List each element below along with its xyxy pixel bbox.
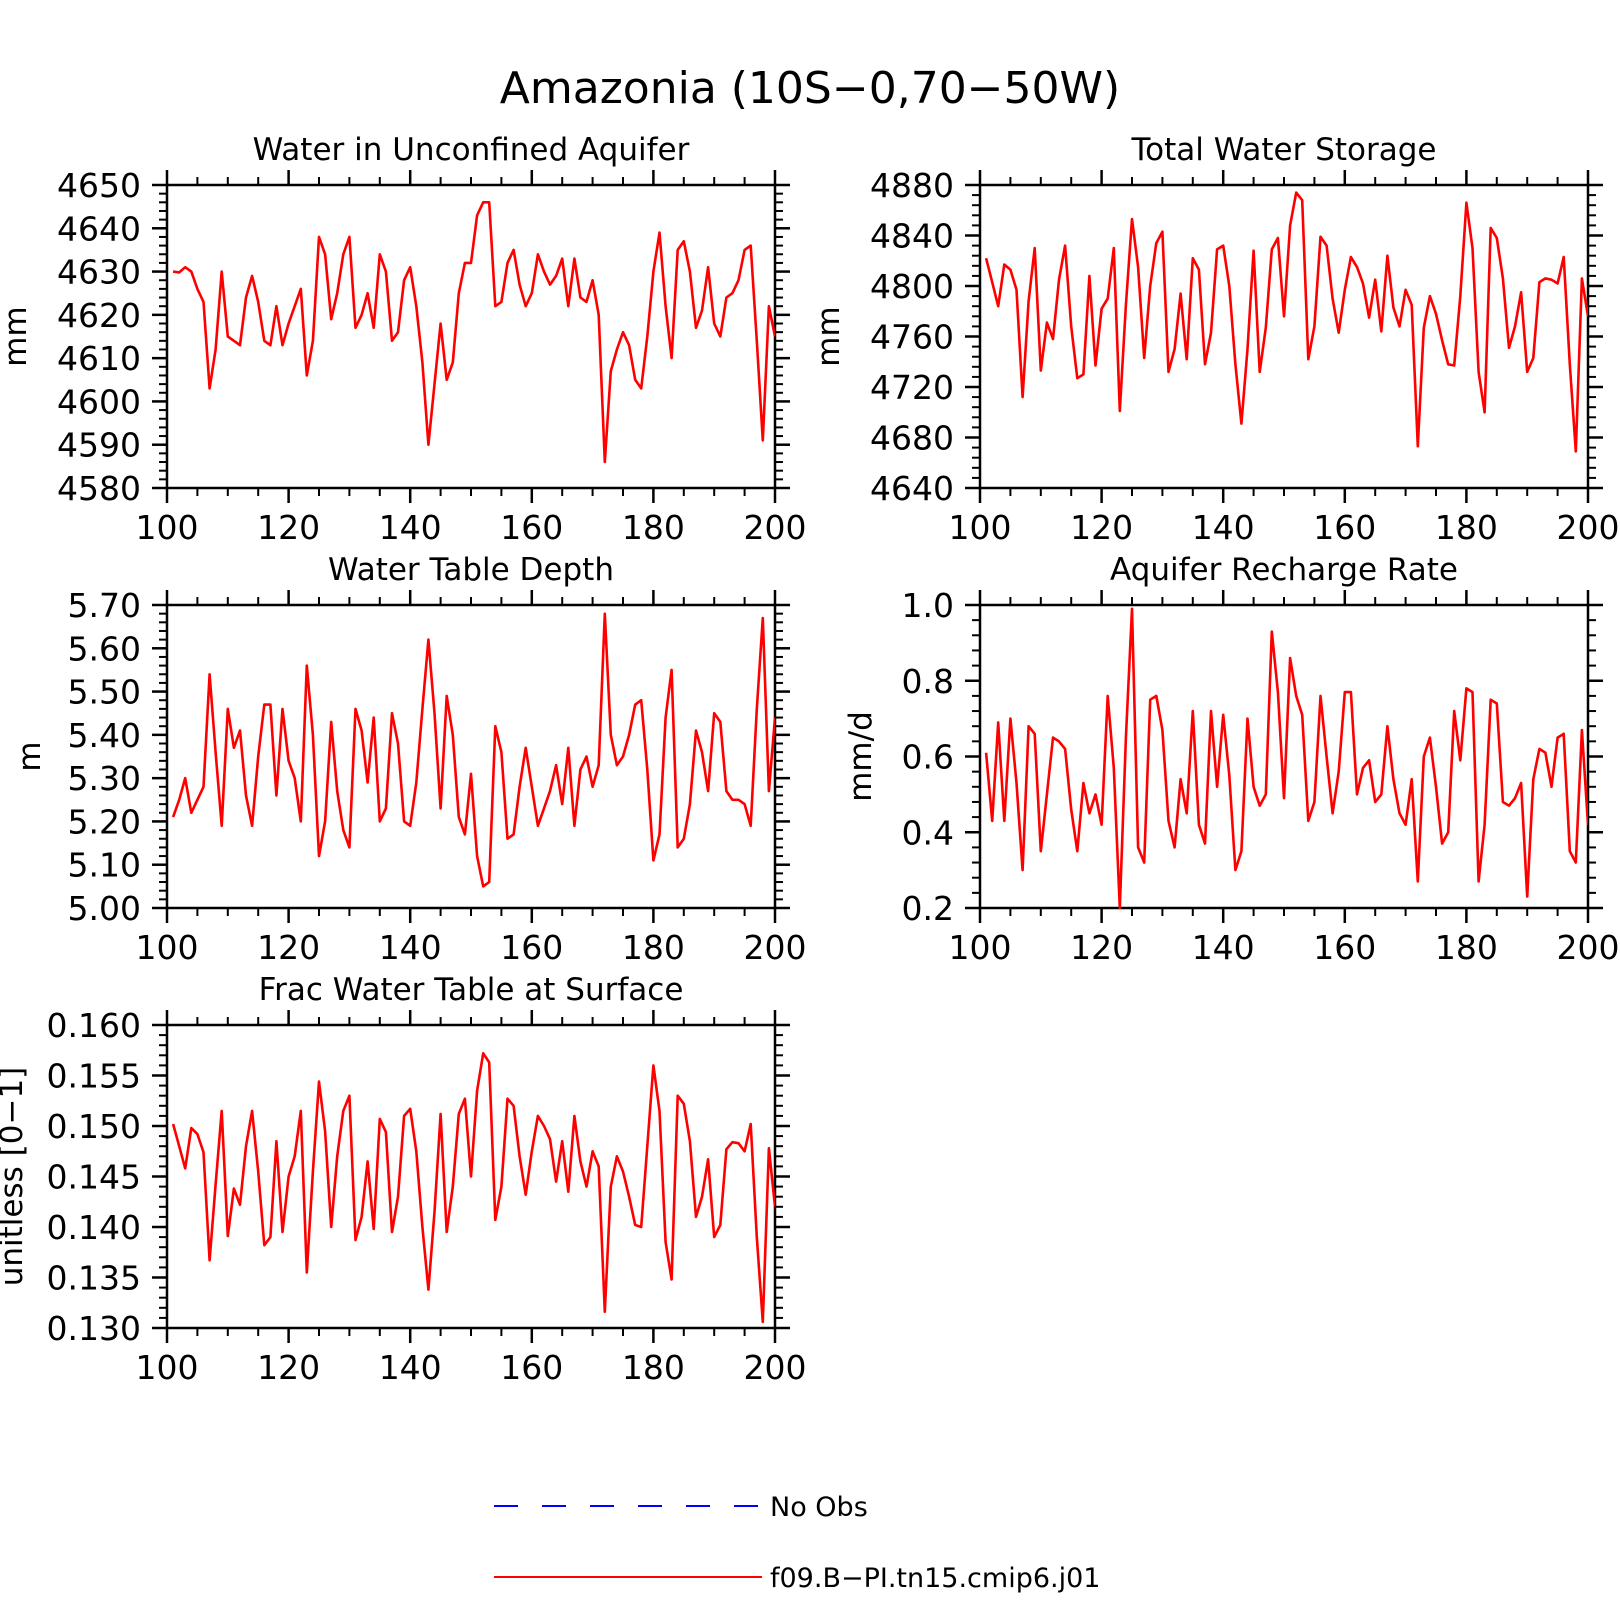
panel-water-in-unconfined-aquifer: 100 120 140 160 180 200 4580 4590 4600 4610 4620 46…: [0, 132, 807, 547]
y-tick-label: 0.135: [47, 1259, 141, 1298]
y-tick-label: 4630: [57, 253, 141, 292]
y-tick-label: 0.2: [902, 889, 954, 928]
y-axis-label: m: [12, 741, 48, 771]
x-tick-label: 120: [1070, 508, 1133, 547]
x-tick-label: 140: [1192, 928, 1255, 967]
y-tick-label: 0.130: [47, 1309, 141, 1348]
x-tick-label: 200: [744, 508, 807, 547]
series-line-f09-b-pi-tn15-cmip6-j01: [984, 191, 1588, 453]
x-tick-label: 140: [379, 508, 442, 547]
y-tick-label: 5.00: [68, 889, 141, 928]
panel-title: Aquifer Recharge Rate: [1110, 552, 1458, 588]
y-tick-label: 4800: [870, 267, 954, 306]
y-tick-label: 4720: [870, 368, 954, 407]
x-tick-label: 180: [622, 1348, 685, 1387]
x-tick-label: 200: [744, 1348, 807, 1387]
x-tick-label: 120: [257, 1348, 320, 1387]
y-tick-label: 4680: [870, 419, 954, 458]
panel-title: Total Water Storage: [1130, 132, 1436, 168]
x-tick-label: 140: [379, 928, 442, 967]
panel-title: Water Table Depth: [328, 552, 614, 588]
y-tick-label: 5.60: [68, 629, 141, 668]
y-tick-label: 0.145: [47, 1158, 141, 1197]
x-tick-label: 160: [500, 928, 563, 967]
x-tick-label: 120: [257, 928, 320, 967]
y-tick-label: 4840: [870, 217, 954, 256]
x-tick-label: 180: [1435, 928, 1498, 967]
series-line-f09-b-pi-tn15-cmip6-j01: [172, 201, 775, 464]
panel-water-table-depth: 100 120 140 160 180 200 5.00 5.10 5.20 5.30 5.40 5.…: [12, 552, 807, 967]
series-line-f09-b-pi-tn15-cmip6-j01: [171, 612, 775, 888]
y-tick-label: 1.0: [902, 586, 954, 625]
legend-label-model: f09.B−PI.tn15.cmip6.j01: [770, 1563, 1100, 1594]
y-tick-label: 5.10: [68, 846, 141, 885]
x-tick-label: 100: [136, 1348, 199, 1387]
x-tick-label: 100: [136, 508, 199, 547]
x-tick-label: 180: [622, 508, 685, 547]
y-tick-label: 4590: [57, 426, 141, 465]
y-tick-label: 5.20: [68, 802, 141, 841]
legend-label-no-obs: No Obs: [770, 1492, 868, 1523]
panel-title: Water in Unconfined Aquifer: [253, 132, 690, 168]
x-tick-label: 100: [949, 508, 1012, 547]
panel-frac-water-table-at-surface: 100 120 140 160 180 200 0.130 0.135 0.140 0.145 0.…: [0, 972, 807, 1387]
y-tick-label: 4580: [57, 469, 141, 508]
y-tick-label: 0.160: [47, 1006, 141, 1045]
y-axis-label: mm/d: [843, 711, 879, 802]
y-tick-label: 4640: [870, 469, 954, 508]
x-tick-label: 180: [1435, 508, 1498, 547]
y-tick-label: 4760: [870, 318, 954, 357]
y-tick-label: 4640: [57, 209, 141, 248]
x-tick-label: 160: [500, 508, 563, 547]
x-tick-label: 100: [136, 928, 199, 967]
y-tick-label: 5.40: [68, 716, 141, 755]
series-line-f09-b-pi-tn15-cmip6-j01: [984, 607, 1588, 910]
y-tick-label: 4880: [870, 166, 954, 205]
plot-frame: [165, 183, 777, 490]
x-tick-label: 120: [1070, 928, 1133, 967]
y-tick-label: 0.8: [902, 662, 954, 701]
x-tick-label: 160: [1313, 508, 1376, 547]
y-tick-label: 5.50: [68, 673, 141, 712]
y-axis-label: unitless [0−1]: [0, 1067, 30, 1287]
y-tick-label: 5.30: [68, 759, 141, 798]
plot-frame: [978, 603, 1590, 910]
x-tick-label: 140: [379, 1348, 442, 1387]
y-axis-label: mm: [811, 306, 847, 366]
y-tick-label: 0.4: [902, 813, 954, 852]
x-tick-label: 120: [257, 508, 320, 547]
y-tick-label: 5.70: [68, 586, 141, 625]
x-tick-label: 160: [500, 1348, 563, 1387]
panel-total-water-storage: 100 120 140 160 180 200 4640 4680 4720 4760 4800 48…: [811, 132, 1620, 547]
y-tick-label: 4650: [57, 166, 141, 205]
y-tick-label: 0.155: [47, 1057, 141, 1096]
y-tick-label: 0.150: [47, 1107, 141, 1146]
x-tick-label: 200: [744, 928, 807, 967]
x-tick-label: 180: [622, 928, 685, 967]
y-tick-label: 4610: [57, 339, 141, 378]
x-tick-label: 200: [1557, 508, 1620, 547]
y-tick-label: 0.140: [47, 1208, 141, 1247]
legend: No Obs f09.B−PI.tn15.cmip6.j01: [494, 1492, 1100, 1594]
x-tick-label: 100: [949, 928, 1012, 967]
y-tick-label: 0.6: [902, 738, 954, 777]
panel-aquifer-recharge-rate: 100 120 140 160 180 200 0.2 0.4 0.6 0.8 1.0 Aquifer…: [843, 552, 1620, 967]
x-tick-label: 200: [1557, 928, 1620, 967]
panel-title: Frac Water Table at Surface: [259, 972, 684, 1008]
y-axis-label: mm: [0, 306, 34, 366]
y-tick-label: 4600: [57, 382, 141, 421]
x-tick-label: 160: [1313, 928, 1376, 967]
x-tick-label: 140: [1192, 508, 1255, 547]
series-line-f09-b-pi-tn15-cmip6-j01: [171, 1052, 775, 1324]
y-tick-label: 4620: [57, 296, 141, 335]
figure-title: Amazonia (10S−0,70−50W): [500, 63, 1120, 114]
